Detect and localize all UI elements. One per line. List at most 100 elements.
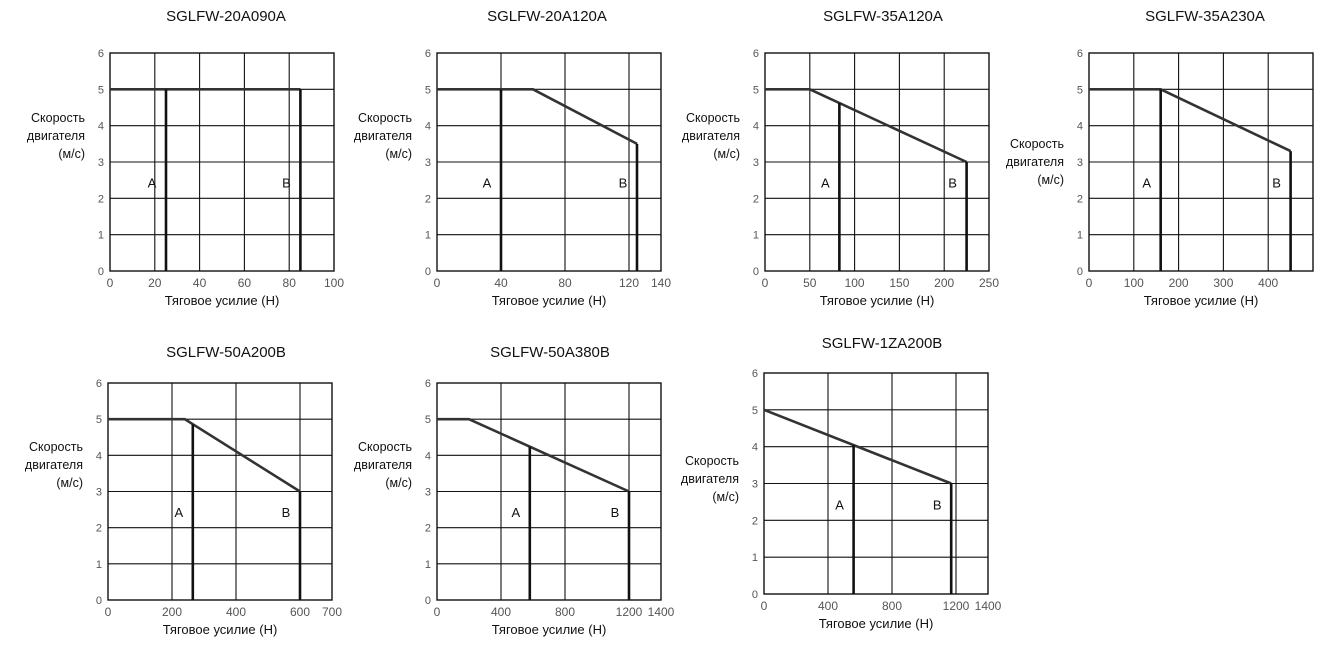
x-tick-label: 400: [491, 605, 511, 619]
x-tick-label: 400: [818, 599, 838, 613]
y-axis-label: двигателя: [682, 129, 740, 143]
x-tick-label: 1200: [943, 599, 970, 613]
x-tick-label: 0: [434, 276, 441, 290]
x-tick-label: 250: [979, 276, 999, 290]
chart-title: SGLFW-35A230A: [1145, 8, 1265, 25]
y-tick-label: 1: [425, 230, 431, 242]
plot-frame: [1088, 52, 1314, 272]
y-tick-label: 4: [753, 121, 759, 133]
x-axis-label: Тяговое усилие (Н): [492, 622, 607, 637]
y-tick-label: 6: [98, 48, 104, 60]
x-axis-label: Тяговое усилие (Н): [820, 293, 935, 308]
y-axis-label: (м/с): [385, 147, 412, 161]
y-tick-label: 3: [425, 487, 431, 499]
x-axis-label: Тяговое усилие (Н): [492, 293, 607, 308]
x-tick-label: 400: [226, 605, 246, 619]
y-tick-label: 6: [425, 378, 431, 390]
y-axis-label: Скорость: [685, 454, 739, 468]
chart-title: SGLFW-1ZA200B: [822, 335, 943, 352]
y-axis-label: Скорость: [31, 111, 85, 125]
y-tick-label: 4: [752, 442, 758, 454]
speed-force-curve: [437, 417, 630, 493]
x-axis-label: Тяговое усилие (Н): [1144, 293, 1259, 308]
y-tick-label: 3: [96, 487, 102, 499]
chart-3: SGLFW-35A120A 0 1 2 3 4 5 6 0 50 100 150 200 250 Тягов…: [682, 8, 999, 308]
y-tick-label: 5: [96, 414, 102, 426]
y-tick-label: 3: [753, 157, 759, 169]
chart-4: SGLFW-35A230A 0 1 2 3 4 5 6 0 100 200 300 400 Тяговое…: [1006, 8, 1314, 308]
y-tick-label: 0: [96, 595, 102, 607]
y-axis-label: (м/с): [712, 490, 739, 504]
x-tick-label: 0: [434, 605, 441, 619]
y-axis-label: (м/с): [1037, 173, 1064, 187]
x-tick-label: 0: [762, 276, 769, 290]
y-axis-label: двигателя: [1006, 155, 1064, 169]
y-tick-label: 0: [98, 266, 104, 278]
y-tick-label: 1: [1077, 230, 1083, 242]
y-tick-label: 3: [98, 157, 104, 169]
x-tick-label: 50: [803, 276, 817, 290]
y-tick-label: 2: [752, 515, 758, 527]
y-axis-label: (м/с): [56, 476, 83, 490]
chart-title: SGLFW-20A090A: [166, 8, 286, 25]
y-tick-label: 5: [98, 84, 104, 96]
y-tick-label: 4: [1077, 121, 1083, 133]
plot-frame: [436, 382, 662, 601]
region-a-label: A: [835, 497, 844, 512]
x-tick-label: 120: [619, 276, 639, 290]
x-tick-label: 1400: [975, 599, 1002, 613]
y-axis-label: Скорость: [358, 440, 412, 454]
x-tick-label: 80: [558, 276, 572, 290]
x-tick-label: 1400: [648, 605, 675, 619]
y-axis-label: Скорость: [358, 111, 412, 125]
x-tick-label: 200: [1169, 276, 1189, 290]
region-a-label: A: [483, 175, 492, 190]
x-tick-label: 200: [934, 276, 954, 290]
region-b-label: B: [611, 505, 620, 520]
x-tick-label: 400: [1258, 276, 1278, 290]
x-tick-label: 600: [290, 605, 310, 619]
y-tick-label: 2: [1077, 193, 1083, 205]
plot-frame: [109, 52, 335, 272]
y-tick-label: 6: [425, 48, 431, 60]
y-tick-label: 3: [752, 479, 758, 491]
x-tick-label: 0: [107, 276, 114, 290]
speed-force-curve: [437, 88, 638, 145]
y-tick-label: 2: [425, 523, 431, 535]
x-tick-label: 20: [148, 276, 162, 290]
x-tick-label: 200: [162, 605, 182, 619]
x-tick-label: 0: [1086, 276, 1093, 290]
x-tick-label: 150: [889, 276, 909, 290]
y-axis-label: двигателя: [681, 472, 739, 486]
x-tick-label: 100: [1124, 276, 1144, 290]
chart-6: SGLFW-50A380B 0 1 2 3 4 5 6 0 400 800 1200 1400 Тягов…: [354, 344, 675, 637]
region-b-label: B: [933, 497, 942, 512]
x-tick-label: 100: [845, 276, 865, 290]
region-a-label: A: [174, 505, 183, 520]
y-tick-label: 2: [96, 523, 102, 535]
region-b-label: B: [282, 505, 291, 520]
y-axis-label: Скорость: [1010, 137, 1064, 151]
region-a-label: A: [821, 175, 830, 190]
x-axis-label: Тяговое усилие (Н): [165, 293, 280, 308]
x-axis-label: Тяговое усилие (Н): [819, 616, 934, 631]
y-tick-label: 0: [753, 266, 759, 278]
x-axis-label: Тяговое усилие (Н): [163, 622, 278, 637]
y-tick-label: 0: [752, 589, 758, 601]
x-tick-label: 0: [105, 605, 112, 619]
region-b-label: B: [948, 175, 957, 190]
chart-title: SGLFW-50A380B: [490, 344, 610, 361]
x-tick-label: 100: [324, 276, 344, 290]
x-tick-label: 800: [882, 599, 902, 613]
y-tick-label: 5: [752, 405, 758, 417]
y-tick-label: 0: [1077, 266, 1083, 278]
plot-frame: [436, 52, 662, 272]
plot-frame: [763, 372, 989, 595]
y-axis-label: (м/с): [58, 147, 85, 161]
x-tick-label: 40: [494, 276, 508, 290]
y-tick-label: 1: [753, 230, 759, 242]
y-tick-label: 4: [96, 450, 102, 462]
y-tick-label: 1: [425, 559, 431, 571]
y-tick-label: 5: [1077, 84, 1083, 96]
speed-force-curve: [1089, 88, 1292, 153]
